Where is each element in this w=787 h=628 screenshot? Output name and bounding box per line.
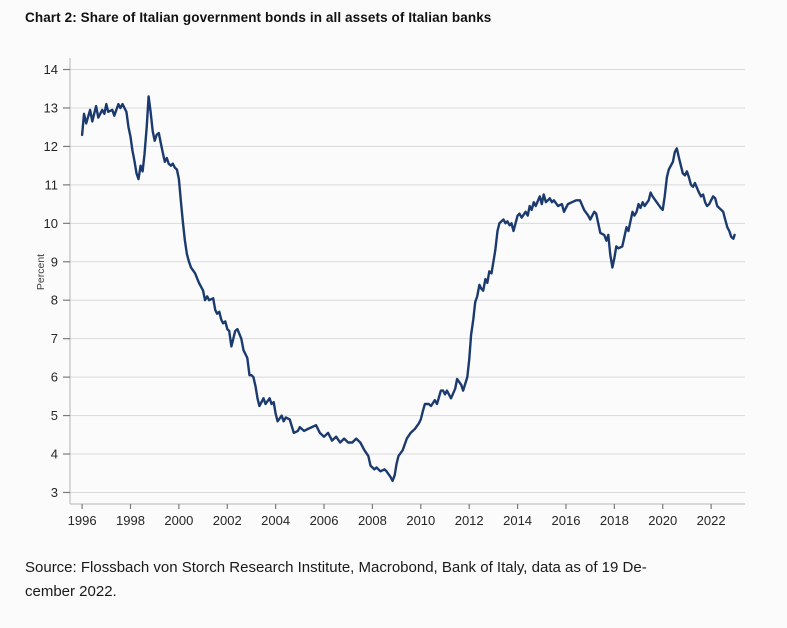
x-tick-label: 2012 — [455, 513, 484, 528]
y-tick-label: 10 — [44, 216, 58, 231]
line-chart: 14 13 12 11 10 9 8 7 6 5 4 3 1996 1998 2000 2002 2004 200… — [0, 40, 787, 540]
x-tick-label: 2006 — [310, 513, 339, 528]
x-tick-label: 2016 — [552, 513, 581, 528]
data-line-series — [80, 95, 736, 483]
x-tick-label: 2018 — [600, 513, 629, 528]
source-note-line1: Source: Flossbach von Storch Research In… — [25, 559, 647, 576]
y-tick-label: 9 — [51, 254, 58, 269]
source-note-line2: cember 2022. — [25, 583, 117, 600]
x-tick-label: 2008 — [358, 513, 387, 528]
y-tick-label: 12 — [44, 139, 58, 154]
x-tick-label: 2010 — [406, 513, 435, 528]
chart-title: Chart 2: Share of Italian government bon… — [25, 10, 492, 25]
y-axis-label: Percent — [35, 253, 47, 291]
y-tick-label: 5 — [51, 408, 58, 423]
y-tick-label: 3 — [51, 485, 58, 500]
x-tick-label: 1996 — [68, 513, 97, 528]
y-tick-label: 7 — [51, 331, 58, 346]
x-tick-label: 1998 — [116, 513, 145, 528]
x-tick-label: 2020 — [648, 513, 677, 528]
x-tick-label: 2022 — [697, 513, 726, 528]
y-tick-label: 8 — [51, 293, 58, 308]
x-tick-label: 2004 — [261, 513, 290, 528]
chart-svg: 14 13 12 11 10 9 8 7 6 5 4 3 1996 1998 2000 2002 2004 200… — [44, 58, 745, 528]
y-tick-label: 11 — [45, 177, 59, 192]
x-tick-label: 2014 — [503, 513, 532, 528]
y-tick-label: 14 — [44, 62, 58, 77]
x-tick-label: 2002 — [213, 513, 242, 528]
x-tick-label: 2000 — [164, 513, 193, 528]
y-tick-label: 4 — [51, 447, 58, 462]
source-note: Source: Flossbach von Storch Research In… — [25, 556, 745, 604]
y-tick-label: 6 — [51, 370, 58, 385]
y-tick-label: 13 — [44, 100, 58, 115]
